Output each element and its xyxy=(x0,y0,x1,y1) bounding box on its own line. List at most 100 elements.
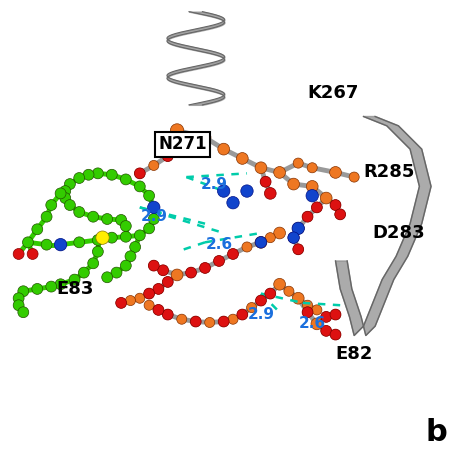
Circle shape xyxy=(349,172,359,182)
Circle shape xyxy=(307,163,317,173)
Circle shape xyxy=(149,260,159,271)
Text: E83: E83 xyxy=(56,280,93,298)
Circle shape xyxy=(55,239,66,250)
Circle shape xyxy=(330,199,341,211)
Circle shape xyxy=(163,151,173,161)
Circle shape xyxy=(92,168,103,179)
Circle shape xyxy=(335,209,346,220)
Circle shape xyxy=(199,262,211,274)
Circle shape xyxy=(293,158,303,168)
Circle shape xyxy=(92,246,103,257)
Circle shape xyxy=(321,312,331,322)
Circle shape xyxy=(265,233,275,243)
Circle shape xyxy=(18,286,29,297)
Text: K267: K267 xyxy=(308,84,359,102)
Circle shape xyxy=(74,237,85,248)
Circle shape xyxy=(255,236,267,248)
Circle shape xyxy=(312,305,322,315)
Circle shape xyxy=(190,316,201,327)
Circle shape xyxy=(116,214,127,226)
Circle shape xyxy=(74,206,85,218)
Circle shape xyxy=(205,317,215,328)
Circle shape xyxy=(330,309,341,320)
Circle shape xyxy=(55,279,66,290)
Circle shape xyxy=(162,151,173,162)
Circle shape xyxy=(199,131,211,144)
Circle shape xyxy=(130,241,141,253)
Text: b: b xyxy=(425,418,447,447)
Circle shape xyxy=(144,288,154,299)
Circle shape xyxy=(144,223,155,234)
Circle shape xyxy=(237,309,248,320)
Circle shape xyxy=(149,160,159,171)
Text: 2.6: 2.6 xyxy=(206,237,233,252)
Circle shape xyxy=(311,202,322,213)
Circle shape xyxy=(247,302,257,313)
Text: 2.9: 2.9 xyxy=(247,307,274,322)
Circle shape xyxy=(241,185,253,197)
Circle shape xyxy=(135,293,145,303)
Circle shape xyxy=(125,295,136,306)
Circle shape xyxy=(260,177,271,187)
Circle shape xyxy=(55,188,66,199)
Circle shape xyxy=(134,230,145,241)
Circle shape xyxy=(134,181,145,192)
Text: 2.6: 2.6 xyxy=(299,316,326,331)
Circle shape xyxy=(22,237,34,248)
Circle shape xyxy=(218,143,230,155)
Circle shape xyxy=(148,201,160,213)
Circle shape xyxy=(46,199,57,211)
Circle shape xyxy=(60,192,71,204)
Circle shape xyxy=(288,178,300,190)
Circle shape xyxy=(227,197,239,209)
Circle shape xyxy=(330,329,341,340)
Circle shape xyxy=(148,260,159,271)
Circle shape xyxy=(302,307,313,318)
Circle shape xyxy=(60,185,71,197)
Circle shape xyxy=(106,169,117,180)
Circle shape xyxy=(213,255,225,267)
Circle shape xyxy=(163,277,173,287)
Circle shape xyxy=(148,213,159,225)
Circle shape xyxy=(237,309,247,320)
Circle shape xyxy=(329,166,342,178)
Circle shape xyxy=(255,295,267,306)
Text: N271: N271 xyxy=(158,136,207,153)
Circle shape xyxy=(111,267,122,278)
Circle shape xyxy=(88,211,99,222)
Circle shape xyxy=(64,178,75,190)
Circle shape xyxy=(265,188,275,199)
Circle shape xyxy=(41,239,52,250)
Circle shape xyxy=(255,237,267,248)
Circle shape xyxy=(214,256,224,266)
Circle shape xyxy=(265,288,276,299)
Circle shape xyxy=(219,316,229,327)
Circle shape xyxy=(255,162,267,174)
Text: E82: E82 xyxy=(336,345,373,363)
Circle shape xyxy=(177,314,187,324)
Circle shape xyxy=(236,152,248,164)
Circle shape xyxy=(88,258,99,269)
Circle shape xyxy=(228,249,238,259)
Circle shape xyxy=(311,318,323,330)
Circle shape xyxy=(218,185,230,197)
Circle shape xyxy=(55,239,67,251)
Circle shape xyxy=(27,248,38,260)
Circle shape xyxy=(144,288,155,299)
Circle shape xyxy=(96,231,109,244)
Circle shape xyxy=(106,232,117,243)
Circle shape xyxy=(153,305,164,315)
Circle shape xyxy=(125,251,136,262)
Circle shape xyxy=(153,283,164,295)
Circle shape xyxy=(144,300,154,310)
Circle shape xyxy=(306,180,318,192)
Circle shape xyxy=(120,220,131,232)
Circle shape xyxy=(153,284,164,294)
Circle shape xyxy=(186,267,196,278)
Text: 2.9: 2.9 xyxy=(140,209,167,224)
Circle shape xyxy=(293,244,303,254)
Circle shape xyxy=(162,276,173,288)
Circle shape xyxy=(32,283,43,295)
Circle shape xyxy=(13,300,24,311)
Circle shape xyxy=(292,222,304,234)
